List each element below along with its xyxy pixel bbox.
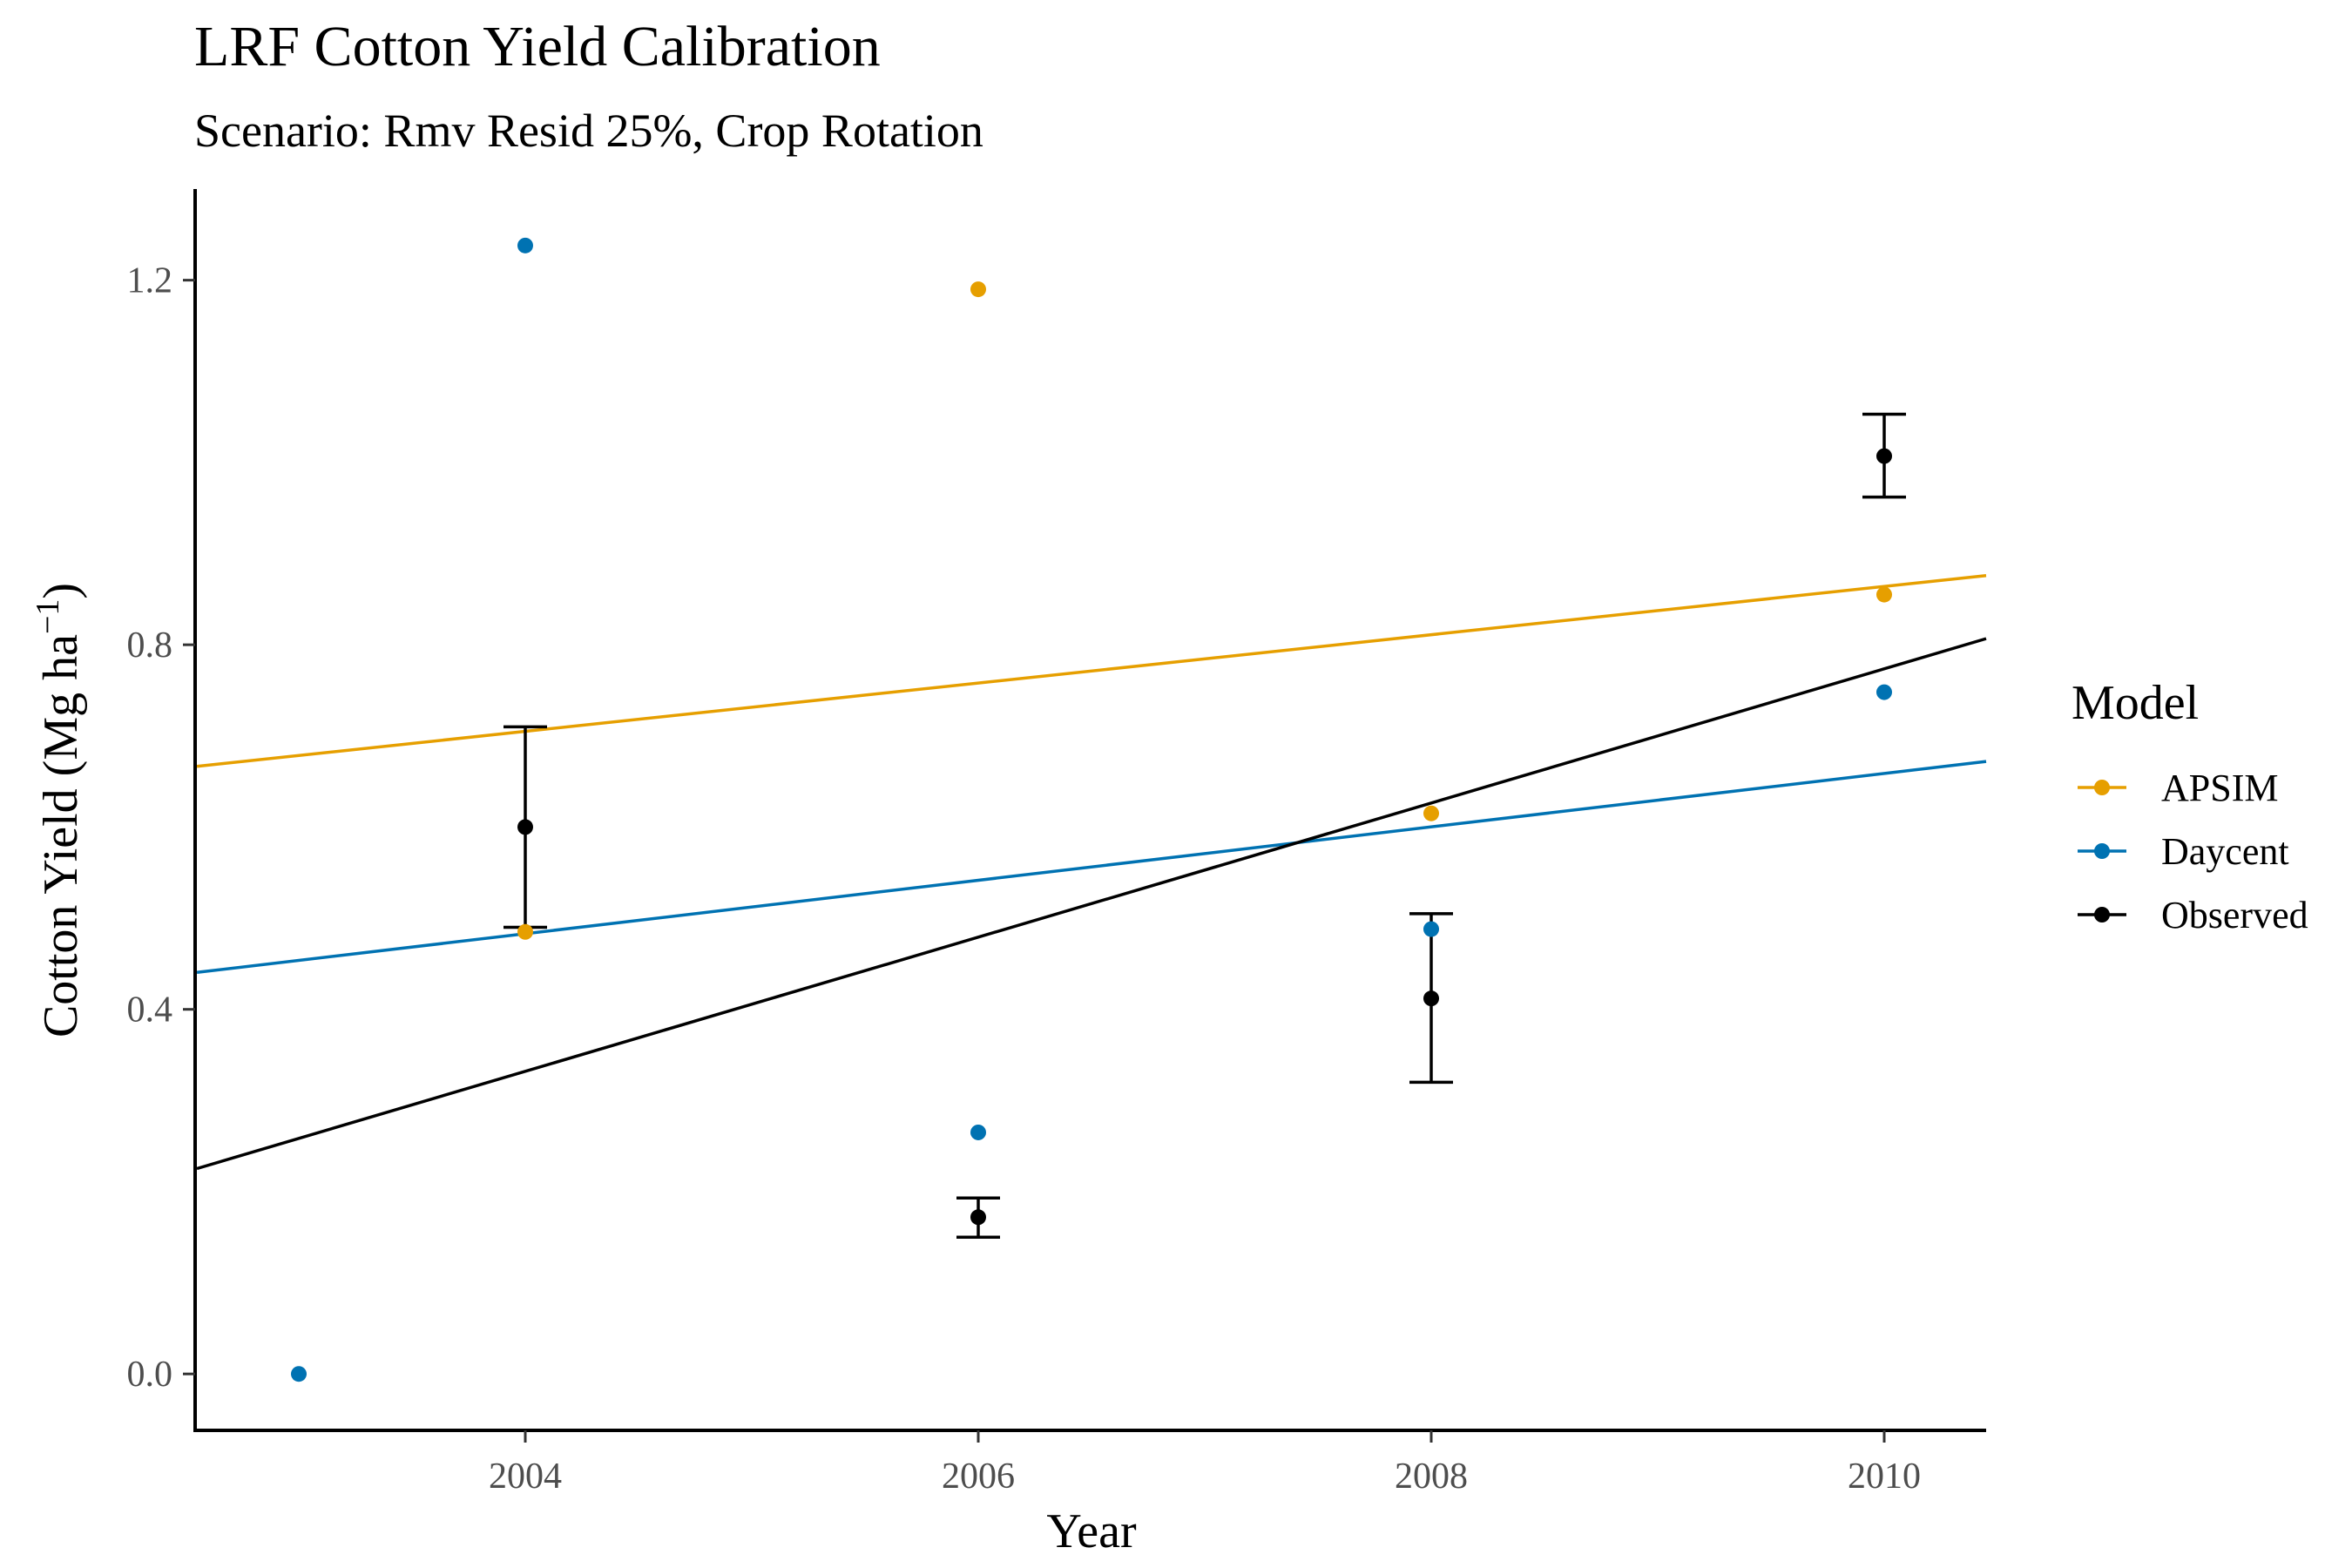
legend-label-apsim: APSIM	[2161, 767, 2279, 809]
y-tick-label: 0.8	[127, 625, 173, 666]
y-axis-label-main: Cotton Yield (Mg ha	[34, 634, 88, 1037]
observed-point	[1876, 448, 1892, 464]
apsim-trend-line	[196, 573, 1987, 768]
legend-key-point	[2094, 780, 2110, 795]
x-tick-label: 2008	[1395, 1456, 1468, 1497]
y-tick-label: 0.4	[127, 990, 173, 1031]
y-axis-label-exponent: −1	[30, 599, 66, 634]
y-axis-label-close: )	[34, 583, 88, 599]
x-tick-label: 2010	[1848, 1456, 1921, 1497]
plot-panel	[196, 237, 1987, 1382]
daycent-trend-line	[196, 760, 1987, 975]
legend-key-point	[2094, 843, 2110, 859]
apsim-point	[970, 281, 986, 298]
y-axis-label: Cotton Yield (Mg ha−1)	[30, 583, 88, 1037]
y-tick-label: 1.2	[127, 261, 173, 301]
legend-title: Model	[2072, 676, 2199, 730]
daycent-point	[291, 1366, 307, 1382]
apsim-point	[517, 923, 533, 940]
y-axis-ticks: 0.0 0.4 0.8 1.2	[127, 261, 195, 1395]
daycent-point	[517, 237, 533, 253]
observed-point	[970, 1209, 986, 1226]
legend-label-daycent: Daycent	[2161, 830, 2289, 873]
x-tick-label: 2004	[489, 1456, 562, 1497]
daycent-point	[1423, 921, 1439, 937]
apsim-point	[1876, 586, 1892, 603]
chart-subtitle: Scenario: Rmv Resid 25%, Crop Rotation	[194, 105, 983, 157]
chart-title: LRF Cotton Yield Calibration	[194, 15, 881, 78]
observed-trend-line	[196, 637, 1987, 1171]
legend-entries: APSIM Daycent Observed	[2078, 767, 2308, 936]
observed-point	[1423, 990, 1439, 1007]
legend-label-observed: Observed	[2161, 894, 2308, 936]
daycent-point	[970, 1124, 986, 1140]
observed-point	[517, 819, 533, 835]
legend-key-point	[2094, 907, 2110, 923]
apsim-point	[1423, 805, 1439, 821]
x-tick-label: 2006	[942, 1456, 1015, 1497]
daycent-point	[1876, 684, 1892, 700]
x-axis-label: Year	[1046, 1504, 1137, 1558]
x-axis-ticks: 2004 2006 2008 2010	[489, 1430, 1921, 1497]
y-tick-label: 0.0	[127, 1355, 173, 1395]
legend: Model APSIM Daycent Observed	[2072, 676, 2308, 936]
